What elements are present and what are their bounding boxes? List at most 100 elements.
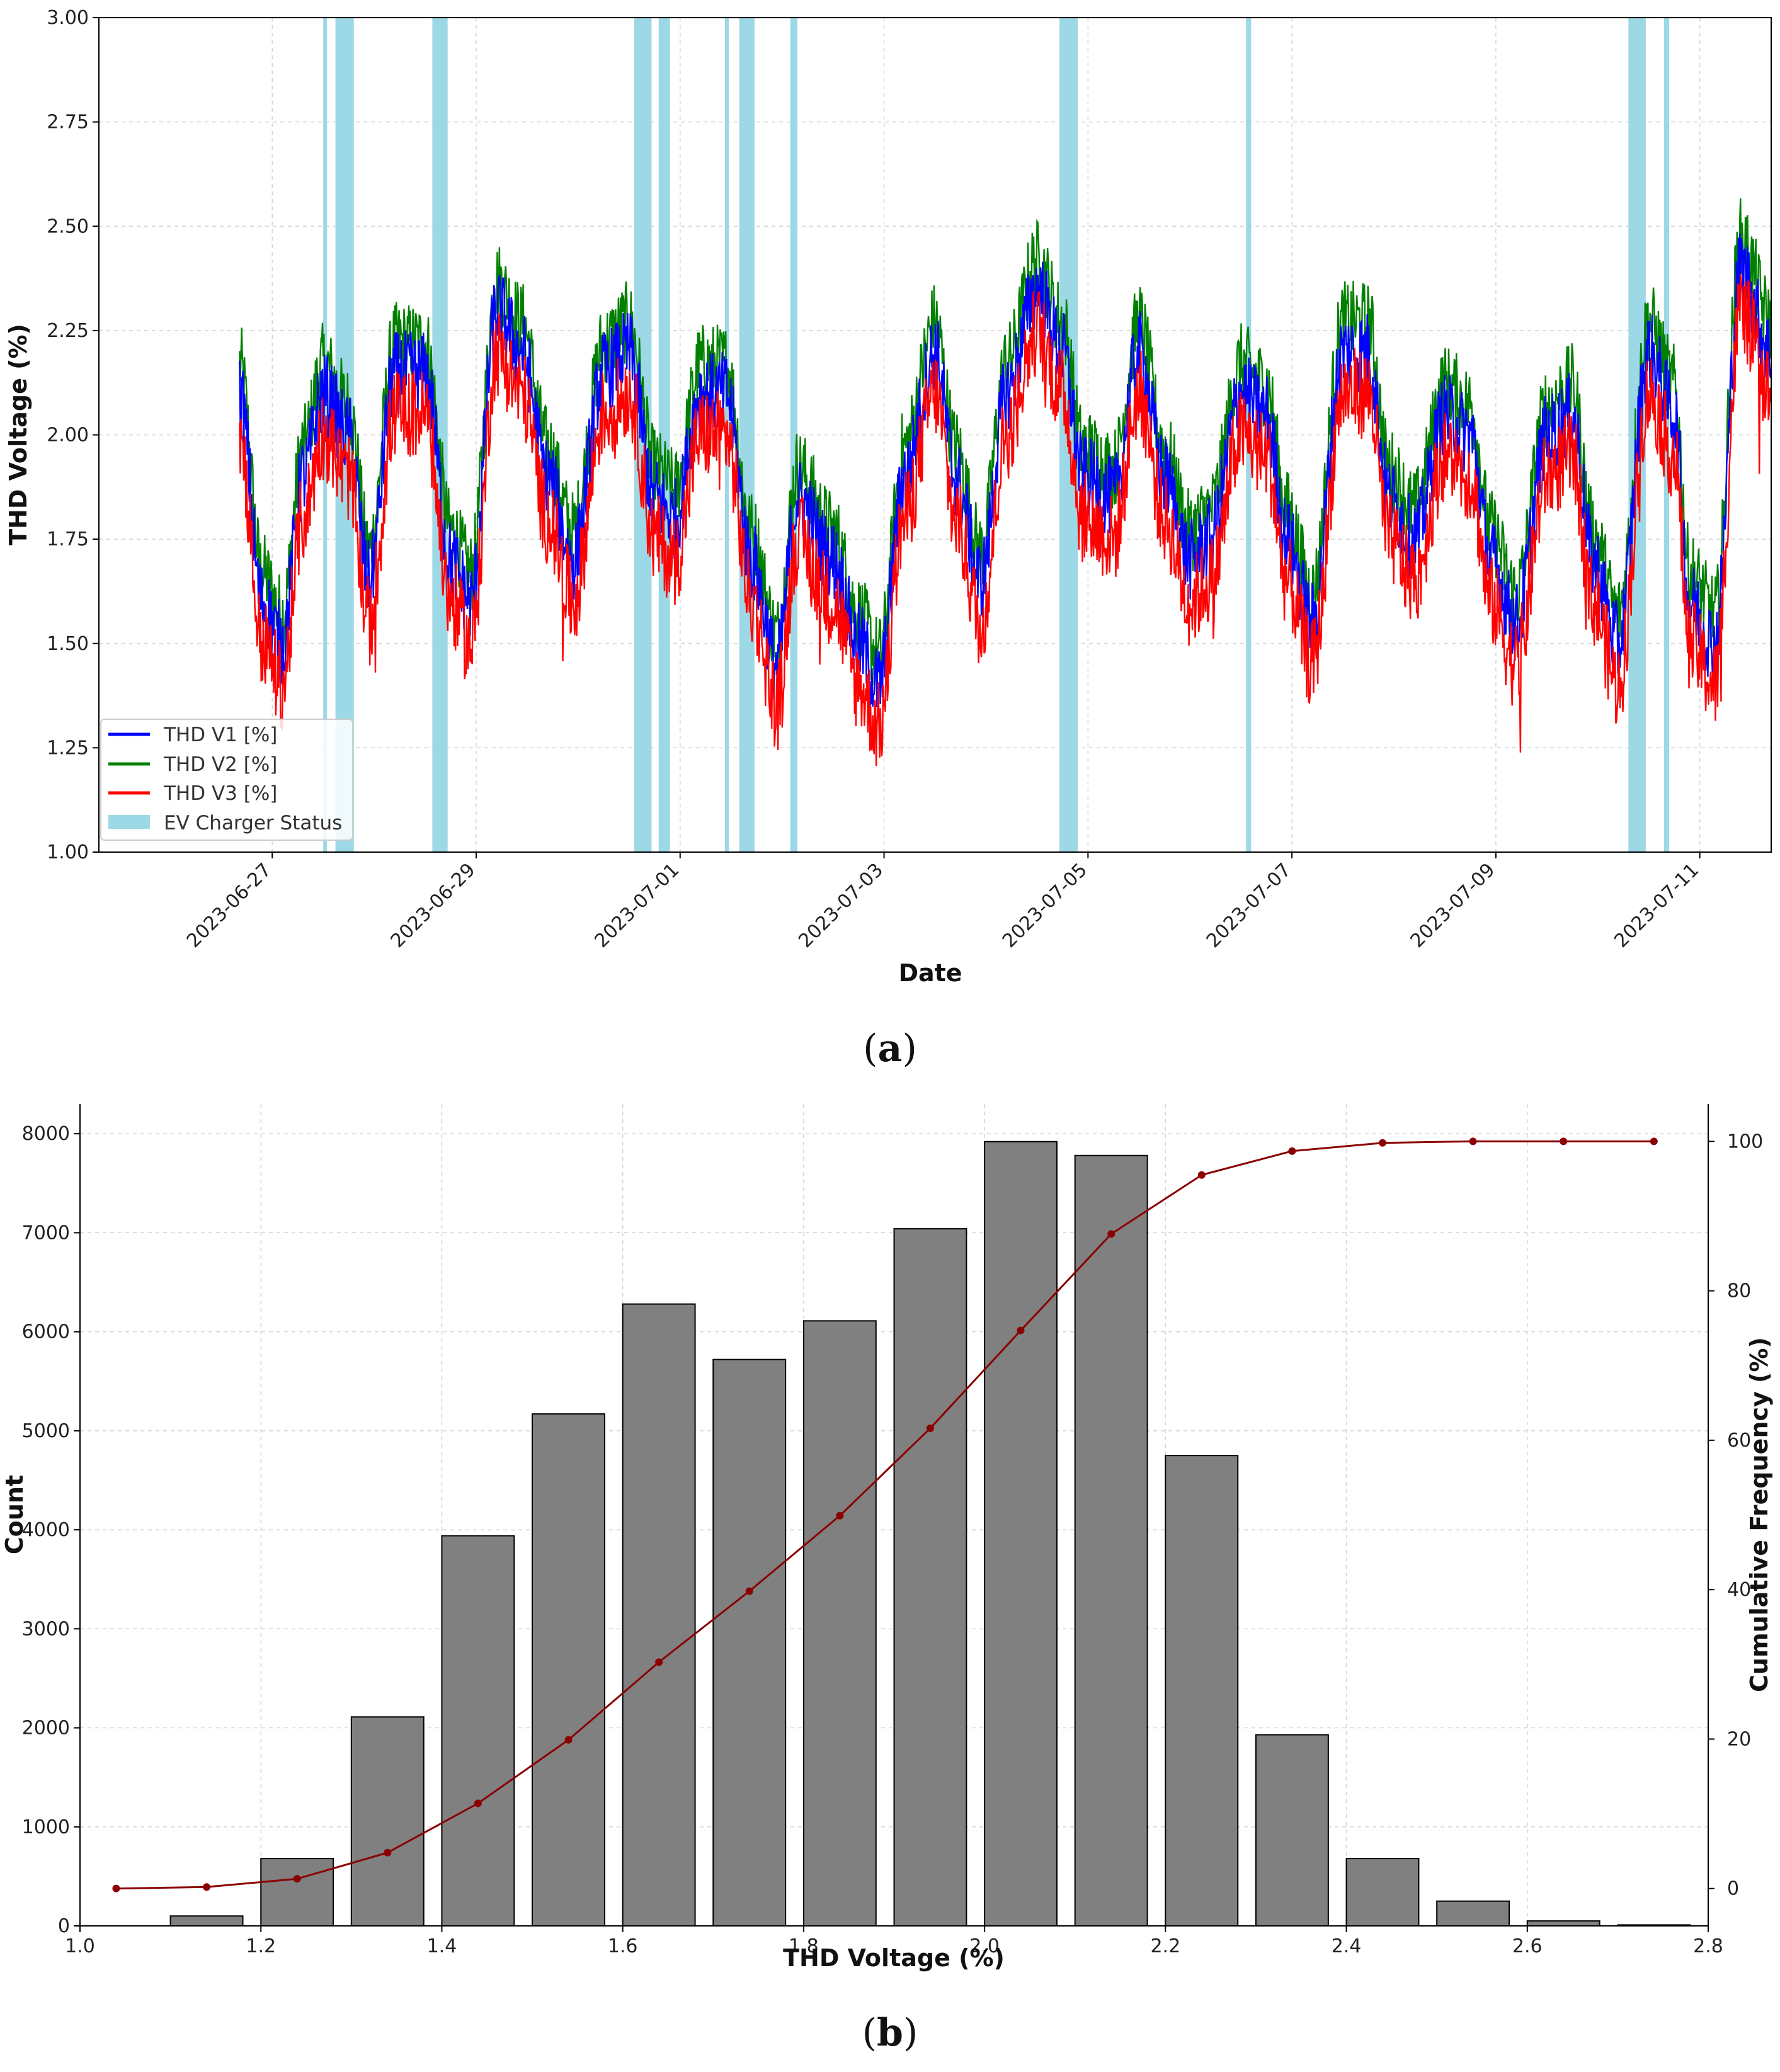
chart-a-x-tick-label: 2023-06-27 (183, 859, 276, 952)
chart-a-y-tick-label: 1.00 (47, 841, 89, 863)
chart-b-y-tick-label: 4000 (22, 1519, 70, 1541)
cumulative-frequency-point (474, 1799, 482, 1807)
histogram-bar (622, 1303, 696, 1927)
caption-b-letter: b (877, 2011, 903, 2055)
chart-b-y-tick-label: 1000 (22, 1816, 70, 1838)
chart-a-y-tick-label: 2.25 (47, 320, 89, 342)
cumulative-frequency-line (116, 1140, 1654, 1890)
chart-b-x-tick-label: 2.4 (1332, 1935, 1362, 1957)
legend-label-v3: THD V3 [%] (163, 782, 277, 805)
chart-a-x-tick-label: 2023-07-09 (1406, 859, 1500, 952)
chart-b-x-tick-label: 1.6 (608, 1935, 638, 1957)
histogram-bar (1255, 1734, 1329, 1927)
chart-a-series (239, 198, 1772, 766)
cumulative-frequency-point (1288, 1147, 1296, 1155)
chart-b-x-tick-label: 1.2 (246, 1935, 276, 1957)
chart-a-x-tick-label: 2023-07-03 (794, 859, 887, 952)
cumulative-frequency-point (926, 1424, 934, 1432)
chart-a-y-tick-label: 2.50 (47, 215, 89, 237)
histogram-bar (1165, 1455, 1239, 1927)
legend-label-v1: THD V1 [%] (163, 724, 277, 746)
histogram-bar (260, 1858, 334, 1927)
chart-a-y-label: THD Voltage (%) (4, 324, 32, 545)
cumulative-frequency-point (836, 1511, 844, 1520)
chart-b-y-tick-label: 0 (58, 1915, 70, 1937)
chart-b-x-tick-label: 1.8 (789, 1935, 819, 1957)
chart-a-x-tick-label: 2023-07-11 (1610, 859, 1703, 952)
chart-b-y-tick-label: 6000 (22, 1321, 70, 1343)
cumulative-frequency-point (1650, 1137, 1658, 1146)
chart-a-y-tick-label: 1.25 (47, 737, 89, 759)
chart-b-y2-tick-label: 20 (1727, 1728, 1751, 1750)
chart-a-x-label: Date (898, 959, 962, 987)
histogram-bar (893, 1228, 967, 1927)
chart-b-y2-tick-label: 100 (1727, 1130, 1763, 1153)
cumulative-frequency-point (1107, 1230, 1115, 1238)
chart-a-legend: THD V1 [%] THD V2 [%] THD V3 [%] EV Char… (100, 719, 353, 841)
cumulative-frequency-point (1469, 1137, 1477, 1146)
chart-a-y-tick-label: 1.50 (47, 633, 89, 655)
ev-charger-on-band (790, 18, 797, 852)
cumulative-frequency-point (655, 1658, 663, 1666)
cumulative-frequency-point (112, 1884, 120, 1893)
chart-b-y2-tick-label: 40 (1727, 1579, 1751, 1601)
chart-b-cumulative-line (112, 1137, 1658, 1893)
ev-charger-on-band (658, 18, 670, 852)
cumulative-frequency-point (745, 1587, 753, 1595)
chart-b-x-label: THD Voltage (%) (783, 1944, 1005, 1972)
chart-b-x-tick-label: 1.4 (427, 1935, 457, 1957)
chart-b-y-label: Count (1, 1475, 28, 1554)
chart-a: 1.00 1.25 1.50 1.75 2.00 2.25 2.50 2.75 3.00 202… (4, 7, 1772, 987)
legend-label-v2: THD V2 [%] (163, 753, 277, 776)
cumulative-frequency-point (564, 1736, 573, 1744)
histogram-bar (169, 1915, 244, 1927)
histogram-bar (1345, 1858, 1420, 1927)
histogram-bar (712, 1358, 787, 1927)
legend-box (100, 719, 353, 841)
legend-swatch-ev (108, 815, 150, 829)
chart-b-x-tick-label: 2.6 (1512, 1935, 1543, 1957)
cumulative-frequency-point (1560, 1137, 1568, 1146)
chart-a-x-tick-label: 2023-07-07 (1202, 859, 1296, 952)
chart-b-y2-tick-label: 80 (1727, 1280, 1751, 1302)
histogram-bar (1074, 1154, 1148, 1927)
histogram-bar (532, 1413, 605, 1927)
chart-a-y-tick-label: 3.00 (47, 7, 89, 29)
chart-b-bars (169, 1141, 1691, 1927)
chart-a-y-tick-label: 2.00 (47, 424, 89, 447)
chart-b-y-tick-label: 7000 (22, 1222, 70, 1244)
chart-b-x-tick-label: 1.0 (65, 1935, 95, 1957)
chart-b-y2-label: Cumulative Frequency (%) (1745, 1337, 1773, 1692)
chart-b-y-tick-label: 3000 (22, 1618, 70, 1640)
ev-charger-on-band (739, 18, 755, 852)
cumulative-frequency-point (203, 1883, 211, 1891)
cumulative-frequency-point (1197, 1171, 1206, 1179)
chart-b-y2-tick-label: 60 (1727, 1430, 1751, 1452)
cumulative-frequency-point (1379, 1139, 1386, 1147)
chart-a-x-tick-label: 2023-07-05 (998, 859, 1092, 952)
chart-b-y-ticks: 0 1000 2000 3000 4000 5000 6000 7000 8000 (22, 1123, 80, 1937)
legend-label-ev: EV Charger Status (164, 812, 342, 834)
histogram-bar (1436, 1900, 1510, 1927)
chart-a-x-tick-label: 2023-07-01 (590, 859, 683, 952)
cumulative-frequency-point (384, 1848, 392, 1857)
chart-b-y2-tick-label: 0 (1727, 1878, 1739, 1900)
series-line-thd-v3 (239, 273, 1772, 766)
caption-a-letter: a (878, 1027, 903, 1071)
caption-a: (a) (863, 1027, 917, 1071)
chart-b-y-tick-label: 5000 (22, 1420, 70, 1442)
caption-b: (b) (862, 2011, 918, 2055)
chart-a-x-ticks: 2023-06-27 2023-06-29 2023-07-01 2023-07-03… (183, 852, 1703, 952)
chart-a-y-ticks: 1.00 1.25 1.50 1.75 2.00 2.25 2.50 2.75 3.00 (47, 7, 99, 863)
chart-a-y-tick-label: 2.75 (47, 111, 89, 134)
histogram-bar (984, 1141, 1058, 1927)
chart-b-x-tick-label: 2.0 (969, 1935, 1000, 1957)
cumulative-frequency-point (293, 1875, 301, 1883)
chart-b-x-tick-label: 2.8 (1693, 1935, 1723, 1957)
chart-a-y-tick-label: 1.75 (47, 528, 89, 550)
chart-b-y2-ticks: 0 20 40 60 80 100 (1708, 1130, 1763, 1900)
histogram-bar (350, 1716, 425, 1927)
chart-b-x-tick-label: 2.2 (1150, 1935, 1180, 1957)
histogram-bar (802, 1320, 877, 1927)
